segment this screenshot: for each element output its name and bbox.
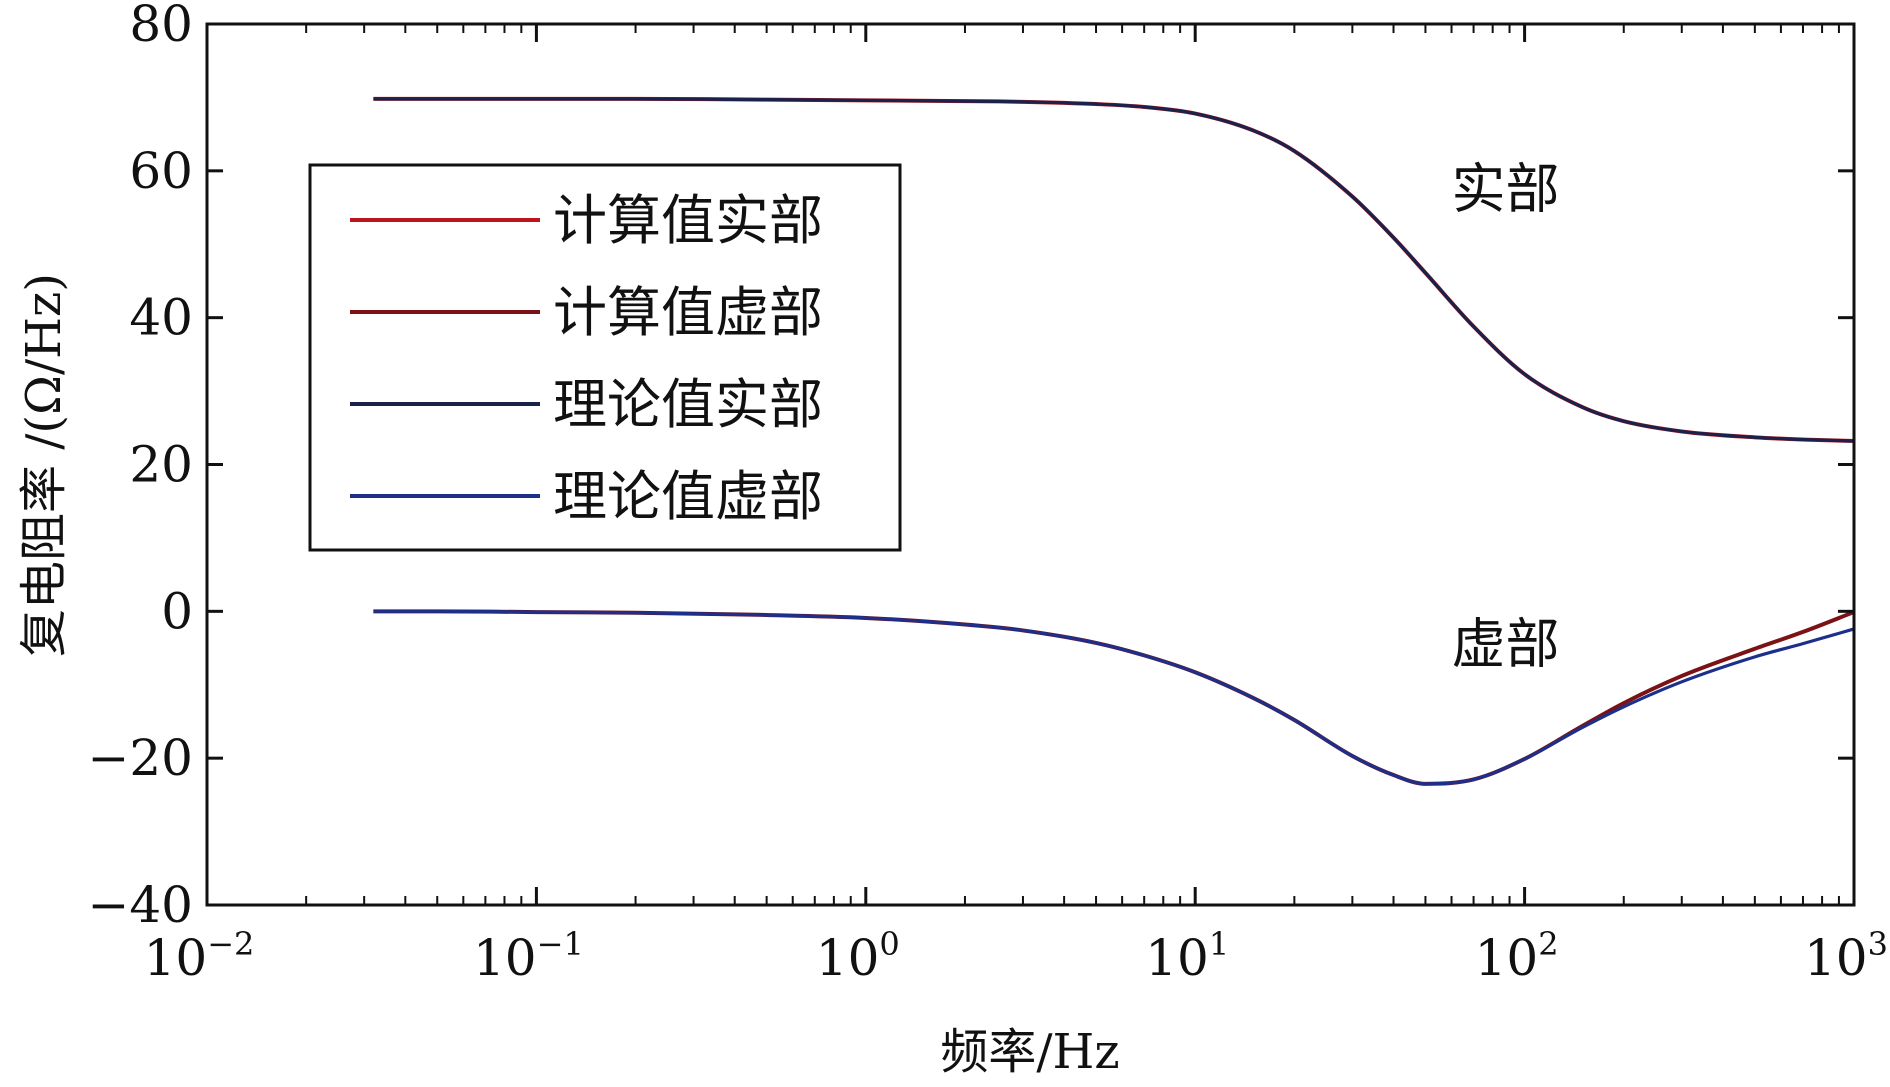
ticks-layer: −40 −20 0 20 40 60 80 10−2 10−1 100 101 102 103 [87,0,1888,987]
y-tick-label: 40 [129,289,193,347]
legend-box [308,163,902,552]
y-tick-label: 0 [161,582,193,640]
y-tick-label: 80 [129,0,193,53]
x-tick-label: 102 [1475,925,1559,987]
x-tick-label: 103 [1804,925,1888,987]
legend-label: 计算值实部 [553,189,823,252]
series-line-2 [373,609,1855,786]
annotation-label: 实部 [1452,158,1560,221]
x-tick-label: 100 [816,925,900,987]
annotation-label: 虚部 [1452,613,1560,676]
legend-label: 理论值实部 [553,373,823,436]
x-axis-label: 频率/Hz [940,1024,1119,1080]
legend-label: 计算值虚部 [553,281,823,344]
x-tick-label: 10−2 [144,925,255,987]
x-tick-label: 101 [1145,925,1229,987]
legend-label: 理论值虚部 [553,465,823,528]
series-line-3 [373,97,1855,443]
y-tick-label: 20 [129,436,193,494]
x-tick-label: 10−1 [473,925,584,987]
series-layer [373,96,1855,786]
series-line-4 [373,609,1855,786]
y-axis-label: 复电阻率 /(Ω/Hz) [16,273,72,657]
y-tick-label: −20 [87,729,193,787]
y-tick-label: 60 [129,142,193,200]
y-tick-label: −40 [87,876,193,934]
